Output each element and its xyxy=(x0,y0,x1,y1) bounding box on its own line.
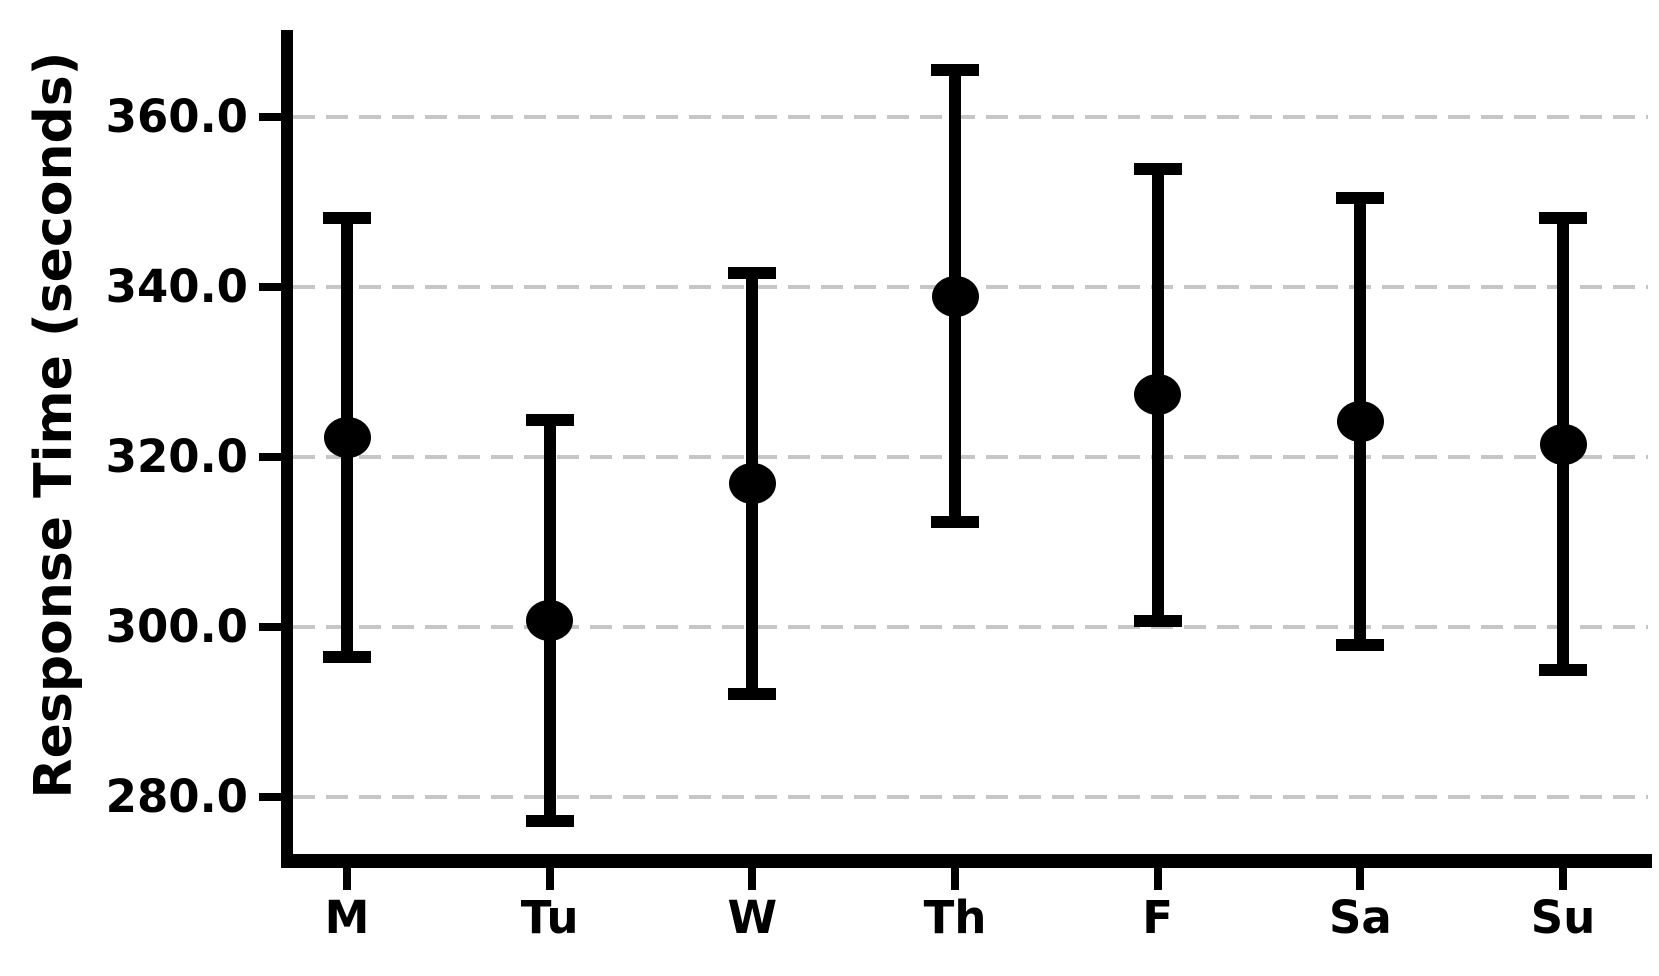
y-axis-tick xyxy=(259,453,281,461)
bottom-axis-spine xyxy=(281,854,1652,868)
x-axis-tick xyxy=(343,868,351,890)
x-axis-tick xyxy=(1153,868,1162,890)
x-tick-label: M xyxy=(324,891,370,944)
error-bar-cap-top xyxy=(931,64,979,77)
y-axis-tick xyxy=(259,793,281,801)
x-axis-tick xyxy=(951,868,959,890)
left-axis-spine xyxy=(281,30,293,868)
y-axis-tick xyxy=(259,113,281,121)
data-point-marker xyxy=(931,275,979,317)
error-bar-cap-top xyxy=(1133,162,1182,175)
gridline xyxy=(293,795,1648,799)
gridline xyxy=(293,625,1648,629)
y-axis-tick xyxy=(259,283,281,291)
y-tick-label: 360.0 xyxy=(105,90,248,143)
data-point-marker xyxy=(1134,374,1182,416)
x-axis-tick xyxy=(748,868,757,890)
x-tick-label: Su xyxy=(1530,891,1596,944)
error-bar-cap-bottom xyxy=(1539,664,1588,677)
data-point-marker xyxy=(728,462,776,504)
gridline xyxy=(293,115,1648,119)
x-tick-label: Tu xyxy=(520,891,579,944)
y-tick-label: 280.0 xyxy=(105,770,248,823)
error-bar-cap-bottom xyxy=(1133,615,1182,628)
x-axis-tick xyxy=(545,868,554,890)
x-axis-tick xyxy=(1559,868,1568,890)
error-bar-cap-bottom xyxy=(323,650,371,663)
x-tick-label: W xyxy=(727,891,778,944)
error-bar-cap-top xyxy=(1539,212,1588,225)
data-point-marker xyxy=(323,416,371,458)
error-bar-cap-top xyxy=(323,212,371,225)
y-tick-label: 300.0 xyxy=(105,600,248,653)
error-bar-cap-bottom xyxy=(931,516,979,529)
error-bar-cap-top xyxy=(728,266,777,279)
x-tick-label: F xyxy=(1142,891,1174,944)
gridline xyxy=(293,455,1648,459)
error-bar-cap-top xyxy=(1336,191,1385,204)
x-axis-tick xyxy=(1356,868,1365,890)
data-point-marker xyxy=(1336,400,1384,442)
error-bar-cap-bottom xyxy=(728,688,777,701)
y-axis-tick xyxy=(259,623,281,631)
error-bar-cap-bottom xyxy=(525,814,574,827)
data-point-marker xyxy=(1539,423,1587,465)
data-point-marker xyxy=(526,599,574,641)
y-tick-label: 340.0 xyxy=(105,260,248,313)
x-tick-label: Sa xyxy=(1328,891,1392,944)
error-bar-cap-top xyxy=(525,413,574,426)
error-bar-cap-bottom xyxy=(1336,638,1385,651)
y-tick-label: 320.0 xyxy=(105,430,248,483)
x-tick-label: Th xyxy=(923,891,987,944)
